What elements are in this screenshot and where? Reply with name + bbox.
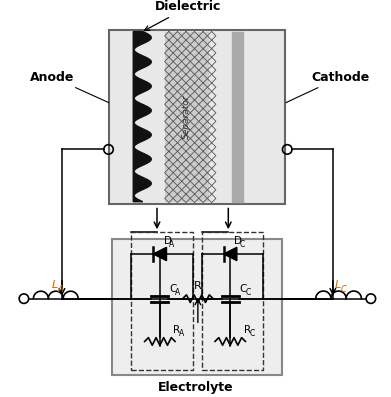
Bar	[165, 31, 209, 202]
Text: Separator: Separator	[183, 94, 192, 139]
Text: D: D	[164, 236, 172, 246]
Text: Electrolyte: Electrolyte	[158, 381, 233, 393]
Text: C: C	[249, 330, 255, 338]
Text: A: A	[169, 240, 175, 249]
Text: C: C	[169, 284, 177, 294]
Text: R: R	[173, 325, 180, 335]
Bar	[112, 239, 282, 375]
Text: L: L	[334, 280, 341, 290]
Text: C: C	[240, 240, 245, 249]
Text: L: L	[52, 280, 58, 290]
Text: Anode: Anode	[30, 71, 109, 103]
Text: A: A	[57, 285, 63, 294]
Text: R: R	[244, 325, 251, 335]
Text: Dielectric: Dielectric	[145, 0, 222, 31]
Text: R: R	[194, 281, 202, 291]
Text: A: A	[179, 330, 184, 338]
Bar	[131, 232, 193, 370]
Bar	[202, 232, 264, 370]
Bar	[109, 30, 285, 204]
Text: D: D	[234, 236, 242, 246]
Polygon shape	[224, 247, 237, 261]
Text: C: C	[240, 284, 247, 294]
Text: C: C	[341, 285, 346, 294]
Text: Cathode: Cathode	[286, 71, 369, 102]
Text: A: A	[175, 289, 180, 297]
Polygon shape	[153, 247, 167, 261]
Text: C: C	[246, 289, 251, 297]
Polygon shape	[232, 31, 242, 202]
Polygon shape	[133, 31, 151, 202]
